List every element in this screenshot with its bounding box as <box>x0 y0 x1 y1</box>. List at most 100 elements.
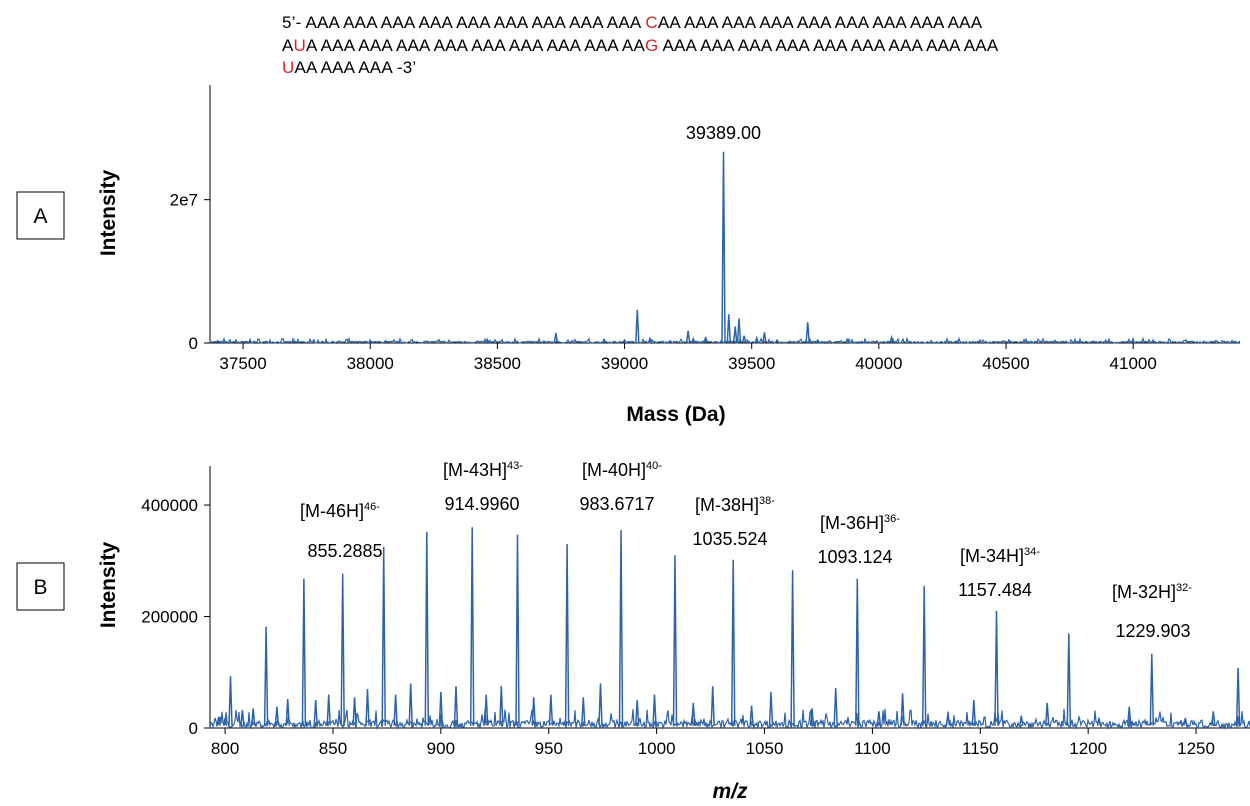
ion-formula: [M-40H] <box>582 460 646 480</box>
ion-mz-label: 914.9960 <box>444 494 519 514</box>
spectrum-peak <box>228 676 233 726</box>
spectrum-peak <box>703 335 709 343</box>
ion-formula: [M-32H] <box>1112 582 1176 602</box>
sequence-line-2: AUA AAA AAA AAA AAA AAA AAA AAA AAA AAG … <box>282 35 1242 58</box>
spectrum-peak <box>691 336 696 343</box>
spectrum-peak <box>301 578 307 726</box>
x-tick-label: 38000 <box>347 354 394 373</box>
panel-b-label: B <box>33 576 47 599</box>
spectrum-peak <box>668 339 673 344</box>
spectrum-peak <box>1126 706 1132 726</box>
panel-b-annotations: [M-46H]46- 855.2885 [M-43H]43- 914.9960 [M-4… <box>300 460 1192 641</box>
panel-b-y-axis-label: Intensity <box>97 542 120 629</box>
x-tick-label: 1250 <box>1177 739 1215 758</box>
y-tick-label: 0 <box>189 719 198 738</box>
spectrum-peak <box>485 337 490 343</box>
spectrum-peak <box>483 694 489 726</box>
spectrum-peak <box>250 708 256 726</box>
x-tick-label: 38500 <box>474 354 521 373</box>
spectrum-peak <box>809 708 815 726</box>
spectrum-peak <box>499 686 504 726</box>
spectrum-peak <box>1183 717 1188 726</box>
ion-formula: [M-36H] <box>820 513 884 533</box>
ion-label: [M-40H]40- <box>582 460 662 480</box>
spectrum-peak <box>790 570 795 726</box>
x-tick-label: 39500 <box>728 354 775 373</box>
spectrum-peak <box>1235 667 1241 726</box>
spectrum-peak <box>313 700 318 726</box>
spectrum-peak <box>216 716 221 726</box>
y-tick-label: 400000 <box>141 496 198 515</box>
ion-charge: 46- <box>364 501 380 513</box>
spectrum-peak <box>768 691 774 726</box>
ion-mz-label: 983.6717 <box>579 494 654 514</box>
spectrum-peak <box>876 711 882 726</box>
panel-a-x-axis-label: Mass (Da) <box>626 403 725 426</box>
x-tick-label: 40000 <box>855 354 902 373</box>
ion-formula: [M-46H] <box>300 501 364 521</box>
ion-label: [M-32H]32- <box>1112 582 1192 602</box>
spectrum-peak <box>602 337 607 343</box>
ion-label: [M-36H]36- <box>820 513 900 533</box>
sequence-segment: AA AAA AAA AAA AAA AAA AAA AAA AAA <box>657 13 983 32</box>
ion-charge: 36- <box>884 513 900 525</box>
panel-a-label: A <box>33 205 47 228</box>
sequence-segment: A AAA AAA AAA AAA AAA AAA AAA AAA AA <box>306 35 646 55</box>
panel-b-axes: 800 850 900 950 1000 1050 1100 1150 1200 1250 0 200… <box>141 466 1250 758</box>
spectrum-peak <box>1044 702 1050 726</box>
panel-b-chart: B 800 850 900 950 1000 1050 1100 1150 1200 1250 0 2… <box>16 460 1250 803</box>
spectrum-peak <box>994 610 999 726</box>
spectrum-peak <box>618 530 624 726</box>
ion-formula: [M-43H] <box>443 460 507 480</box>
spectrum-peak <box>581 697 586 726</box>
spectrum-peak <box>855 578 860 726</box>
y-tick-label: 2e7 <box>170 191 198 210</box>
spectrum-peak <box>685 330 691 343</box>
x-tick-label: 40500 <box>982 354 1029 373</box>
spectrum-peak <box>652 694 657 726</box>
x-tick-label: 950 <box>535 739 563 758</box>
panel-a-spectrum <box>209 151 1241 345</box>
spectrum-peak <box>953 340 958 344</box>
x-tick-label: 41000 <box>1110 354 1157 373</box>
sequence-line-1: 5’- AAA AAA AAA AAA AAA AAA AAA AAA AAA … <box>282 12 1242 35</box>
spectrum-peak <box>736 318 742 343</box>
spectrum-peak <box>815 338 820 343</box>
spectrum-peak <box>774 338 780 343</box>
spectrum-peak <box>598 683 603 726</box>
spectrum-peak <box>710 686 715 726</box>
spectrum-peak <box>340 573 345 726</box>
spectrum-peak <box>1019 715 1024 726</box>
spectrum-peak <box>381 546 386 726</box>
spectrum-peak <box>672 555 678 726</box>
sequence-line-3: UAA AAA AAA -3’ <box>282 57 1242 80</box>
spectrum-peak <box>634 700 640 726</box>
ion-charge: 40- <box>646 460 662 472</box>
spectrum-peak <box>263 626 269 726</box>
sequence-segment: 5’- AAA AAA AAA AAA AAA AAA AAA AAA AAA <box>282 13 646 32</box>
spectrum-peak <box>805 322 810 343</box>
ion-charge: 43- <box>507 460 523 472</box>
spectrum-peak <box>352 697 357 726</box>
spectrum-peak <box>553 332 559 343</box>
sequence-segment: A <box>282 35 294 55</box>
ion-mz-label: 1093.124 <box>817 547 892 567</box>
highlighted-nucleotide: C <box>645 13 658 32</box>
panel-a-chart: A 37500 38000 38500 39000 39500 40000 40500 410… <box>16 85 1241 426</box>
spectrum-peak <box>285 698 290 726</box>
y-tick-label: 200000 <box>141 608 198 627</box>
spectrum-peak <box>754 335 760 343</box>
panel-b-x-axis-label: m/z <box>712 780 748 803</box>
spectrum-peak <box>900 693 905 726</box>
x-tick-label: 850 <box>319 739 347 758</box>
x-tick-label: 1000 <box>638 739 676 758</box>
spectrum-peak <box>1149 653 1155 726</box>
spectrum-peak <box>921 585 927 726</box>
spectrum-peak <box>365 688 370 726</box>
ion-charge: 34- <box>1024 546 1040 558</box>
spectrum-peak <box>408 683 413 726</box>
sequence-segment: AA AAA AAA -3’ <box>294 58 417 77</box>
spectrum-peak <box>1131 340 1136 344</box>
spectrum-peak <box>368 340 373 344</box>
